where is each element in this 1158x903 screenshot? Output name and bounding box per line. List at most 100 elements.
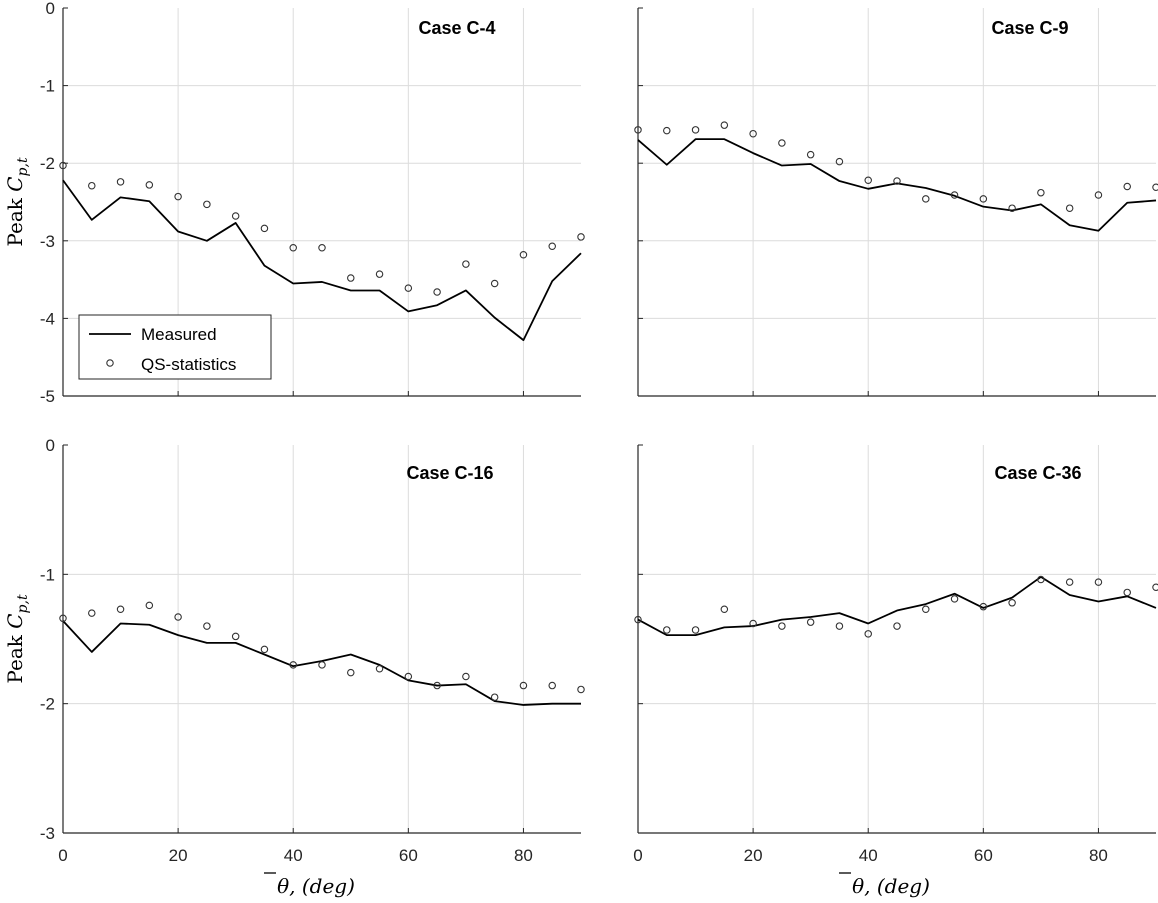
qs-statistics-point [1008, 204, 1016, 212]
qs-statistics-point [1037, 188, 1045, 197]
qs-statistics-point [375, 664, 384, 673]
qs-statistics-point [749, 129, 757, 138]
qs-statistics-point [720, 121, 729, 129]
qs-statistics-point [778, 622, 786, 630]
measured-series-line [637, 576, 1157, 637]
qs-statistics-point [289, 661, 297, 669]
qs-statistics-point [548, 681, 556, 690]
qs-statistics-point [1094, 578, 1103, 586]
qs-statistics-point [347, 668, 355, 677]
qs-statistics-point [634, 615, 642, 624]
qs-statistics-point [950, 191, 959, 199]
y-axis-label-subscript: p,t [15, 594, 31, 613]
x-tick-label: 20 [169, 846, 188, 865]
qs-statistics-point [922, 195, 930, 203]
qs-statistics-point [174, 192, 182, 201]
x-tick-label: 0 [58, 846, 67, 865]
qs-statistics-point [490, 279, 499, 288]
qs-statistics-point [462, 260, 470, 268]
qs-statistics-point [404, 672, 413, 681]
qs-statistics-point [577, 233, 585, 241]
y-tick-label: -4 [40, 309, 55, 328]
panel-title: Case C-9 [991, 18, 1068, 38]
y-tick-label: -2 [40, 695, 55, 714]
qs-statistics-point [663, 126, 671, 135]
y-tick-label: -1 [40, 77, 55, 96]
qs-statistics-point [174, 613, 182, 621]
y-tick-label: -2 [40, 154, 55, 173]
qs-statistics-point [864, 630, 872, 638]
qs-statistics-point [59, 161, 67, 170]
qs-statistics-point [749, 619, 757, 628]
x-axis-label-text: θ, (deg) [277, 874, 355, 898]
panel-4: 0 20 40 60 80 Case C-36 [633, 444, 1158, 865]
measured-series-line [637, 138, 1157, 232]
qs-statistics-point [231, 632, 240, 641]
y-axis-label-symbol: C [3, 613, 27, 628]
x-tick-label: 80 [514, 846, 533, 865]
legend: Measured QS-statistics [78, 314, 272, 380]
qs-statistics-point [806, 150, 815, 159]
qs-statistics-point [835, 622, 844, 630]
qs-statistics-point [778, 139, 786, 147]
qs-statistics-point [260, 224, 269, 233]
x-axis-label-unit: , (deg) [864, 874, 930, 898]
qs-statistics-point [1152, 183, 1158, 192]
x-axis-label-text: θ, (deg) [852, 874, 930, 898]
qs-statistics-point [950, 595, 959, 603]
qs-statistics-point [806, 618, 815, 626]
y-tick-label: -3 [40, 824, 55, 843]
qs-statistics-point [691, 126, 700, 134]
panel-title: Case C-4 [418, 18, 495, 38]
y-axis-label-main: Peak [3, 192, 27, 247]
y-tick-label: 0 [46, 0, 55, 18]
qs-statistics-point [663, 626, 671, 634]
y-axis-label: Peak Cp,t [3, 157, 31, 247]
qs-statistics-point [260, 645, 269, 654]
qs-statistics-point [318, 661, 326, 669]
qs-statistics-point [88, 181, 96, 190]
qs-statistics-point [59, 614, 67, 623]
qs-statistics-point [145, 181, 154, 189]
qs-statistics-point [835, 157, 844, 166]
qs-statistics-point [88, 609, 96, 617]
x-tick-label: 20 [744, 846, 763, 865]
qs-statistics-point [490, 693, 499, 701]
legend-qs-label: QS-statistics [141, 355, 236, 374]
qs-statistics-point [519, 251, 528, 259]
qs-statistics-point [691, 626, 700, 634]
qs-statistics-point [347, 274, 355, 282]
y-tick-label: -3 [40, 232, 55, 251]
qs-statistics-point [1152, 583, 1158, 592]
qs-statistics-point [231, 212, 240, 220]
qs-statistics-point [116, 605, 125, 614]
x-axis-label: θ, (deg) [839, 872, 930, 898]
measured-series-line [62, 179, 582, 342]
qs-statistics-point [462, 672, 470, 681]
x-tick-label: 80 [1089, 846, 1108, 865]
measured-series-line [62, 620, 581, 706]
panel-title: Case C-16 [406, 463, 493, 483]
qs-statistics-point [289, 244, 297, 252]
panel-2: Case C-9 [634, 7, 1158, 397]
y-tick-label: 0 [46, 436, 55, 455]
x-axis-label-unit: , (deg) [289, 874, 355, 898]
x-tick-label: 60 [399, 846, 418, 865]
qs-statistics-point [893, 622, 901, 630]
x-tick-label: 0 [633, 846, 642, 865]
x-axis-label-theta: θ [277, 874, 289, 898]
qs-statistics-point [1094, 191, 1103, 199]
qs-statistics-point [145, 601, 154, 610]
qs-statistics-point [634, 126, 642, 134]
qs-statistics-point [979, 602, 988, 611]
y-axis-label-symbol: C [3, 176, 27, 191]
qs-statistics-point [433, 681, 441, 690]
panel-title: Case C-36 [994, 463, 1081, 483]
qs-statistics-point [979, 195, 988, 203]
x-tick-label: 40 [284, 846, 303, 865]
legend-box [78, 314, 272, 380]
qs-statistics-point [433, 288, 441, 296]
qs-statistics-point [548, 242, 556, 250]
qs-statistics-point [318, 244, 326, 252]
